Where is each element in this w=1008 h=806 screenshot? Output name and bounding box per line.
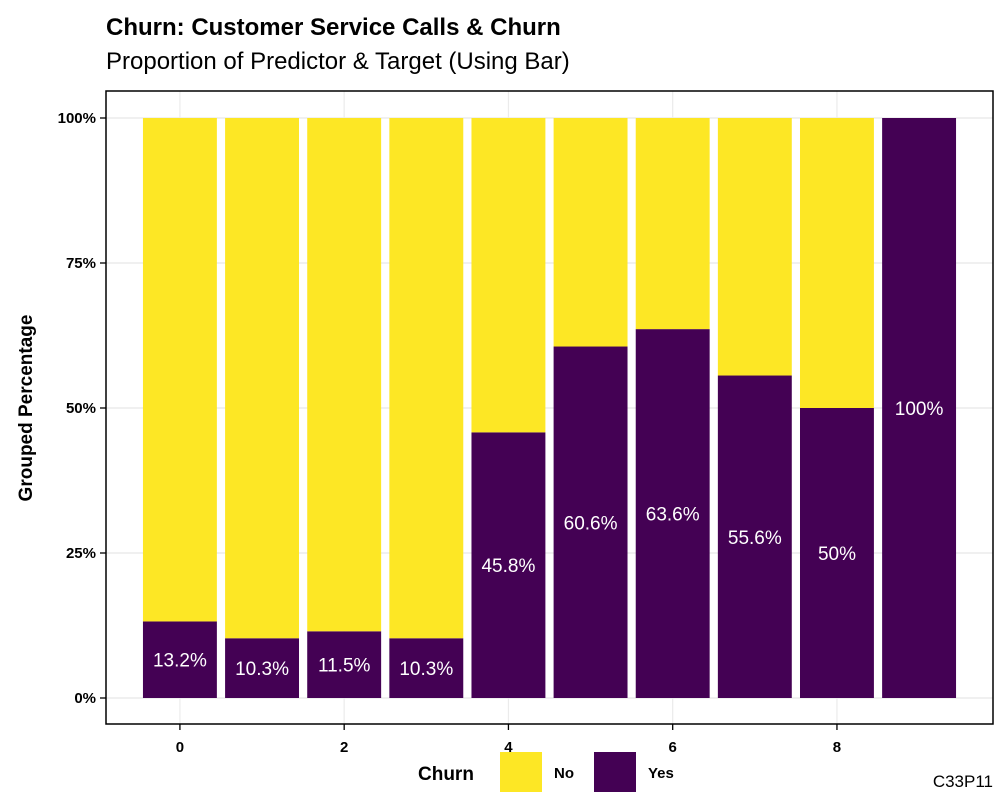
bar-yes <box>882 118 957 698</box>
bar-no <box>553 118 628 347</box>
bar-no <box>142 118 217 622</box>
bar-label: 45.8% <box>481 556 535 577</box>
bar-yes <box>635 329 710 698</box>
bar-yes <box>389 638 464 698</box>
bar-yes <box>225 638 300 698</box>
bar-labels: 13.2% 10.3% 11.5% 10.3% 45.8% 60.6% 63.6% 55.6%… <box>153 399 944 680</box>
y-tick-label: 0% <box>74 690 96 707</box>
legend-title: Churn <box>418 764 474 785</box>
bar-yes <box>471 432 546 698</box>
bar-no <box>799 118 874 408</box>
bar-label: 60.6% <box>564 513 618 534</box>
bar-label: 55.6% <box>728 528 782 549</box>
bar-yes <box>799 408 874 698</box>
bar-label: 10.3% <box>235 659 289 680</box>
x-axis: 0 2 4 6 8 <box>176 724 841 756</box>
bar-yes <box>553 346 628 698</box>
legend-key-yes <box>594 752 636 792</box>
y-tick-label: 50% <box>66 400 96 417</box>
chart-caption: C33P11 <box>933 772 993 791</box>
bar-no <box>307 118 382 632</box>
bar-no <box>717 118 792 376</box>
bar-yes <box>307 631 382 698</box>
legend-label-no: No <box>554 765 574 782</box>
bar-no <box>389 118 464 639</box>
bar-label: 11.5% <box>318 656 371 677</box>
bar-label: 13.2% <box>153 651 207 672</box>
chart-subtitle: Proportion of Predictor & Target (Using … <box>106 48 570 75</box>
y-axis-label: Grouped Percentage <box>16 315 37 502</box>
y-axis: 0% 25% 50% 75% 100% <box>58 110 106 707</box>
bar-label: 10.3% <box>399 659 453 680</box>
legend: Churn No Yes <box>418 752 674 792</box>
x-tick-label: 2 <box>340 739 348 756</box>
y-tick-label: 100% <box>58 110 96 127</box>
bar-label: 63.6% <box>646 505 700 526</box>
bar-yes <box>142 621 217 698</box>
bar-yes <box>717 375 792 698</box>
bar-no <box>225 118 300 639</box>
x-tick-label: 6 <box>669 739 677 756</box>
bar-no <box>471 118 546 433</box>
x-tick-label: 8 <box>833 739 841 756</box>
x-tick-label: 0 <box>176 739 184 756</box>
y-tick-label: 25% <box>66 545 96 562</box>
bar-label: 50% <box>818 544 856 565</box>
y-tick-label: 75% <box>66 255 96 272</box>
legend-key-no <box>500 752 542 792</box>
chart-title: Churn: Customer Service Calls & Churn <box>106 14 561 41</box>
legend-label-yes: Yes <box>648 765 674 782</box>
x-tick-label: 4 <box>504 739 513 756</box>
bar-no <box>635 118 710 330</box>
bars <box>142 118 957 698</box>
bar-label: 100% <box>895 399 944 420</box>
